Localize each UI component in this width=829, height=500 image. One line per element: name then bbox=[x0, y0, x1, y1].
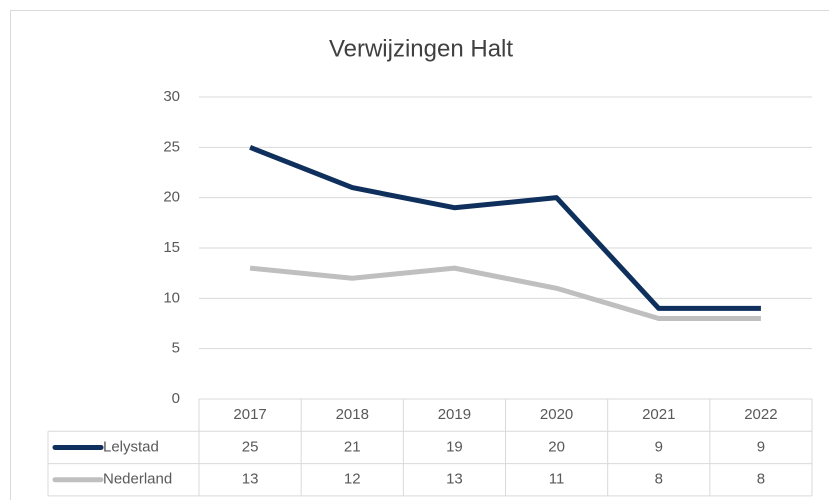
y-tick-label: 20 bbox=[163, 189, 180, 206]
x-tick-label: 2020 bbox=[540, 406, 573, 423]
chart-title: Verwijzingen Halt bbox=[329, 35, 513, 62]
legend-label: Nederland bbox=[103, 471, 172, 488]
table-value: 12 bbox=[344, 471, 361, 488]
series-line bbox=[249, 265, 761, 321]
table-value: 21 bbox=[344, 438, 361, 455]
series-line bbox=[249, 145, 761, 311]
y-tick-label: 25 bbox=[163, 138, 180, 155]
table-value: 20 bbox=[548, 438, 565, 455]
table-value: 19 bbox=[446, 438, 463, 455]
table-value: 9 bbox=[655, 438, 663, 455]
x-tick-label: 2017 bbox=[233, 406, 266, 423]
x-tick-label: 2021 bbox=[642, 406, 675, 423]
y-tick-label: 0 bbox=[172, 390, 180, 407]
y-tick-label: 10 bbox=[163, 289, 180, 306]
table-value: 13 bbox=[242, 471, 259, 488]
table-value: 8 bbox=[757, 471, 765, 488]
table-value: 9 bbox=[757, 438, 765, 455]
y-tick-label: 30 bbox=[163, 88, 180, 105]
x-tick-label: 2018 bbox=[336, 406, 369, 423]
y-tick-label: 15 bbox=[163, 239, 180, 256]
chart-border bbox=[10, 10, 829, 500]
table-value: 13 bbox=[446, 471, 463, 488]
table-value: 11 bbox=[549, 471, 565, 488]
legend-label: Lelystad bbox=[103, 438, 159, 455]
x-tick-label: 2019 bbox=[438, 406, 471, 423]
table-value: 8 bbox=[655, 471, 663, 488]
x-tick-label: 2022 bbox=[744, 406, 777, 423]
table-value: 25 bbox=[242, 438, 259, 455]
y-tick-label: 5 bbox=[172, 340, 180, 357]
